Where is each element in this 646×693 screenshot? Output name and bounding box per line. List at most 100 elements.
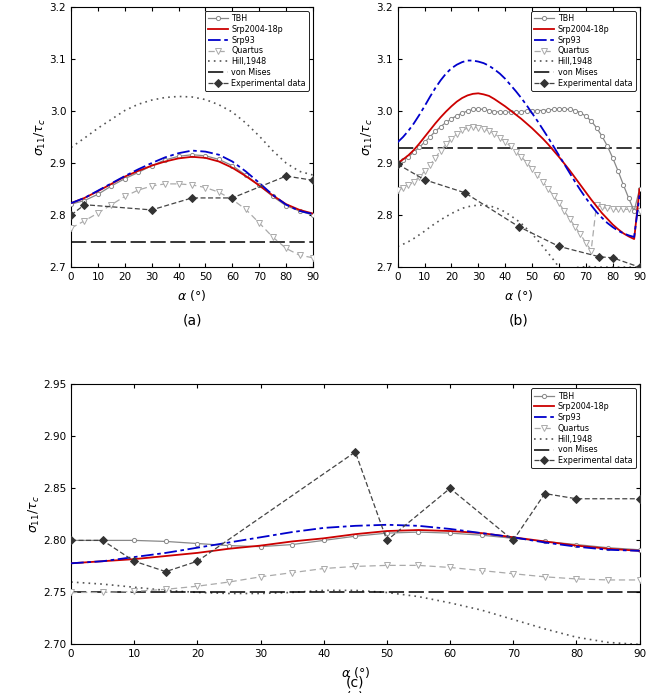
von Mises	[320, 588, 328, 597]
Srp93	[188, 146, 196, 155]
Srp2004-18p	[202, 154, 209, 162]
TBH	[604, 543, 612, 552]
Quartus	[545, 184, 552, 193]
Hill,1948	[148, 96, 156, 104]
Srp2004-18p	[255, 182, 263, 190]
Quartus	[229, 195, 236, 204]
Line: Experimental data: Experimental data	[68, 173, 316, 218]
Line: TBH: TBH	[69, 530, 641, 552]
Quartus	[442, 140, 450, 148]
von Mises	[582, 144, 590, 152]
Quartus	[541, 572, 548, 581]
Quartus	[485, 127, 493, 135]
von Mises	[255, 238, 263, 246]
TBH	[296, 207, 304, 215]
Srp93	[426, 93, 433, 101]
Quartus	[534, 171, 541, 179]
Quartus	[399, 184, 407, 192]
Experimental data	[81, 200, 89, 209]
Hill,1948	[587, 263, 595, 271]
Hill,1948	[458, 204, 466, 213]
von Mises	[509, 588, 517, 597]
Quartus	[603, 204, 611, 213]
Srp2004-18p	[188, 152, 196, 161]
Srp93	[162, 153, 169, 161]
Srp93	[256, 533, 264, 541]
Hill,1948	[404, 238, 412, 246]
Hill,1948	[215, 100, 223, 109]
Experimental data	[351, 448, 359, 456]
Quartus	[383, 561, 391, 570]
Line: Experimental data: Experimental data	[395, 161, 642, 270]
von Mises	[309, 238, 317, 246]
Srp93	[351, 522, 359, 530]
Srp93	[288, 528, 296, 536]
Hill,1948	[446, 599, 454, 607]
Srp2004-18p	[496, 98, 504, 107]
Hill,1948	[541, 624, 548, 633]
Legend: TBH, Srp2004-18p, Srp93, Quartus, Hill,1948, von Mises, Experimental data: TBH, Srp2004-18p, Srp93, Quartus, Hill,1…	[531, 388, 636, 468]
TBH	[288, 541, 296, 549]
von Mises	[296, 238, 304, 246]
Srp2004-18p	[121, 173, 129, 181]
Quartus	[609, 204, 616, 213]
Srp93	[202, 148, 209, 156]
Hill,1948	[571, 263, 579, 272]
Experimental data	[509, 536, 517, 545]
Hill,1948	[636, 263, 643, 272]
von Mises	[194, 588, 202, 597]
TBH	[609, 154, 616, 162]
von Mises	[81, 238, 89, 246]
Quartus	[67, 588, 75, 597]
Srp2004-18p	[94, 187, 102, 195]
Y-axis label: $\sigma_{11}/\tau_c$: $\sigma_{11}/\tau_c$	[26, 495, 41, 534]
Hill,1948	[496, 205, 504, 213]
Srp2004-18p	[587, 195, 595, 204]
Srp93	[282, 200, 290, 209]
Legend: TBH, Srp2004-18p, Srp93, Quartus, Hill,1948, von Mises, Experimental data: TBH, Srp2004-18p, Srp93, Quartus, Hill,1…	[205, 11, 309, 91]
TBH	[188, 150, 196, 159]
Hill,1948	[225, 589, 233, 597]
TBH	[478, 531, 486, 539]
Srp2004-18p	[446, 527, 454, 535]
TBH	[485, 106, 493, 114]
Hill,1948	[453, 207, 461, 215]
Srp93	[309, 210, 317, 218]
Srp93	[534, 116, 541, 125]
Srp2004-18p	[509, 533, 517, 541]
Hill,1948	[603, 263, 611, 272]
Srp2004-18p	[560, 159, 568, 168]
von Mises	[188, 238, 196, 246]
Line: Srp2004-18p: Srp2004-18p	[71, 157, 313, 213]
von Mises	[437, 144, 444, 152]
Srp93	[320, 524, 328, 532]
TBH	[269, 192, 276, 200]
TBH	[148, 161, 156, 170]
Srp2004-18p	[99, 557, 107, 565]
TBH	[94, 190, 102, 198]
Hill,1948	[67, 143, 75, 152]
TBH	[469, 105, 477, 114]
Srp2004-18p	[636, 185, 643, 193]
Srp93	[614, 227, 622, 235]
von Mises	[572, 588, 580, 597]
Srp2004-18p	[609, 220, 616, 229]
Hill,1948	[255, 132, 263, 140]
TBH	[523, 107, 530, 115]
Srp2004-18p	[576, 181, 584, 189]
TBH	[309, 211, 317, 219]
Experimental data	[636, 495, 643, 503]
Text: (c): (c)	[346, 691, 364, 693]
Experimental data	[636, 263, 643, 272]
Srp93	[485, 62, 493, 70]
Srp2004-18p	[130, 555, 138, 563]
von Mises	[469, 144, 477, 152]
Experimental data	[309, 176, 317, 184]
von Mises	[458, 144, 466, 152]
Srp93	[523, 101, 530, 109]
von Mises	[625, 144, 632, 152]
von Mises	[496, 144, 504, 152]
Quartus	[517, 152, 525, 161]
von Mises	[162, 238, 169, 246]
X-axis label: $\alpha$ (°): $\alpha$ (°)	[340, 665, 370, 680]
